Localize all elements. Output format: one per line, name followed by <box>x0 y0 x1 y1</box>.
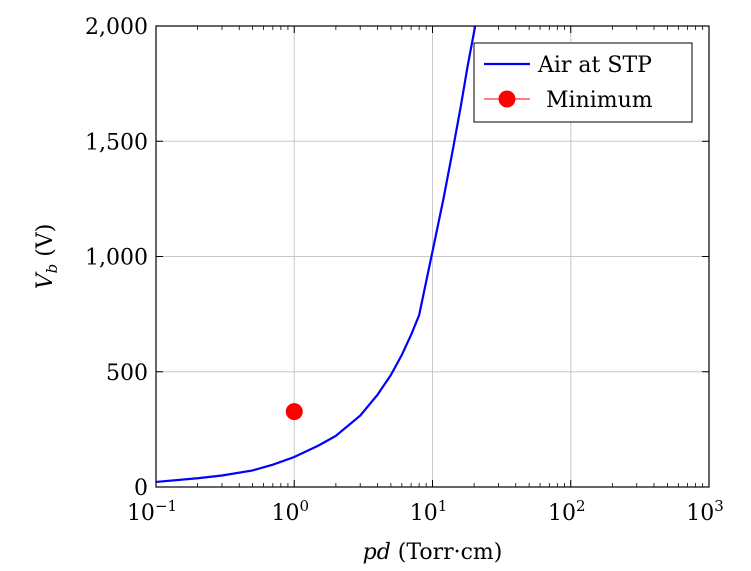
y-axis-title-var: V <box>33 271 58 289</box>
x-tick-label: 101 <box>410 497 448 526</box>
plot-area <box>156 26 477 484</box>
legend: Air at STP Minimum <box>473 42 693 123</box>
y-tick-label: 0 <box>134 476 148 501</box>
y-tick-label: 1,000 <box>85 246 148 271</box>
x-tick-label: 100 <box>271 497 309 526</box>
minimum-point <box>285 403 303 421</box>
points-layer <box>285 403 303 421</box>
minor-ticks <box>197 26 704 487</box>
legend-label-minimum: Minimum <box>546 88 653 113</box>
x-axis-title-unit: (Torr·cm) <box>391 540 503 565</box>
legend-label-air-at-stp: Air at STP <box>537 53 652 78</box>
major-ticks <box>155 25 710 488</box>
series-line-air-at-stp <box>156 26 477 484</box>
x-axis-title-var: pd <box>363 540 391 565</box>
x-tick-label: 102 <box>548 497 586 526</box>
x-tick-labels: 10−1 100 101 102 103 <box>127 497 724 526</box>
x-tick-label: 10−1 <box>127 497 177 526</box>
y-tick-label: 500 <box>106 361 148 386</box>
y-axis-title: Vb (V) <box>33 224 61 290</box>
x-tick-label: 103 <box>686 497 724 526</box>
x-axis-title: pd (Torr·cm) <box>363 540 503 565</box>
y-tick-label: 2,000 <box>85 15 148 40</box>
legend-box <box>473 42 693 123</box>
y-tick-labels: 0 500 1,000 1,500 2,000 <box>85 15 148 501</box>
y-axis-title-sub: b <box>43 264 61 274</box>
y-tick-label: 1,500 <box>85 130 148 155</box>
y-axis-title-unit: (V) <box>33 224 58 264</box>
legend-swatch-minimum <box>498 90 516 108</box>
